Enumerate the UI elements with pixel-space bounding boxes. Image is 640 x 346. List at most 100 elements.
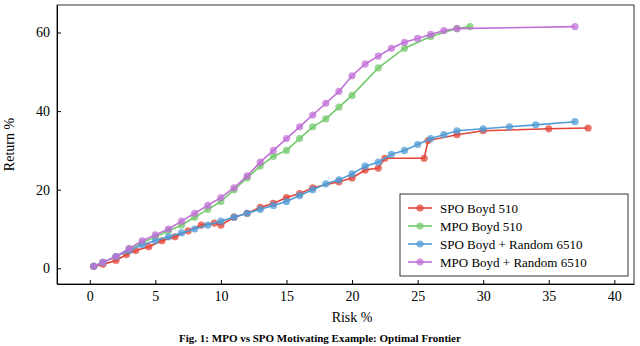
series-point: [322, 115, 329, 122]
series-point: [296, 123, 303, 130]
series-point: [270, 202, 277, 209]
series-point: [309, 123, 316, 130]
series-point: [244, 210, 251, 217]
y-tick-label: 60: [36, 25, 50, 40]
series-point: [204, 202, 211, 209]
series-point: [362, 163, 369, 170]
y-tick-mark: [57, 190, 61, 191]
series-point: [112, 253, 119, 260]
series-point: [296, 192, 303, 199]
x-tick-mark: [155, 280, 156, 284]
series-point: [112, 253, 119, 260]
series-point: [283, 198, 290, 205]
x-tick-mark: [221, 280, 222, 284]
series-point: [244, 210, 251, 217]
series-point: [178, 218, 185, 225]
series-point: [309, 111, 316, 118]
series-point: [191, 210, 198, 217]
series-point: [217, 218, 224, 225]
series-point: [453, 25, 460, 32]
x-axis-title: Risk %: [332, 310, 373, 325]
x-tick-label: 10: [214, 289, 228, 304]
y-tick-mark: [57, 33, 61, 34]
series-point: [440, 27, 447, 34]
series-point: [90, 263, 97, 270]
series-point: [230, 184, 237, 191]
x-tick-mark: [352, 280, 353, 284]
x-tick: 30: [477, 280, 491, 304]
series-point: [335, 104, 342, 111]
series-group: [90, 23, 592, 270]
x-tick: 35: [542, 280, 556, 304]
series-point: [506, 123, 513, 130]
series-point: [453, 25, 460, 32]
series-point: [421, 155, 428, 162]
series-point: [348, 92, 355, 99]
series-point: [217, 194, 224, 201]
series-point: [204, 221, 211, 228]
series-point: [440, 131, 447, 138]
legend-marker: [416, 258, 423, 265]
series-point: [283, 147, 290, 154]
x-axis-line: [58, 284, 635, 285]
y-tick: 40: [36, 104, 61, 119]
legend-label: MPO Boyd + Random 6510: [440, 255, 587, 270]
x-tick-label: 35: [542, 289, 556, 304]
x-tick-label: 5: [152, 289, 159, 304]
y-tick: 0: [43, 261, 61, 276]
series-point: [257, 159, 264, 166]
series-point: [453, 127, 460, 134]
series-point: [375, 52, 382, 59]
series-point: [401, 39, 408, 46]
y-tick-label: 20: [36, 183, 50, 198]
y-tick-label: 40: [36, 104, 50, 119]
x-tick-mark: [90, 280, 91, 284]
series-point: [244, 172, 251, 179]
legend-marker: [416, 240, 423, 247]
chart: 05101520253035400204060SPO Boyd 510MPO B…: [0, 0, 640, 346]
plot-frame: [57, 5, 634, 284]
series-point: [257, 206, 264, 213]
series-point: [230, 214, 237, 221]
series-point: [414, 141, 421, 148]
series-point: [230, 214, 237, 221]
series-point: [335, 176, 342, 183]
series-point: [414, 35, 421, 42]
series-point: [375, 64, 382, 71]
x-tick-mark: [418, 280, 419, 284]
series-point: [90, 263, 97, 270]
x-tick-mark: [286, 280, 287, 284]
series-point: [322, 180, 329, 187]
series-point: [348, 170, 355, 177]
series-point: [427, 135, 434, 142]
x-tick-mark: [614, 280, 615, 284]
x-tick-label: 20: [346, 289, 360, 304]
series-point: [532, 121, 539, 128]
x-tick: 15: [280, 280, 294, 304]
series-point: [388, 151, 395, 158]
series-point: [139, 237, 146, 244]
series-point: [309, 186, 316, 193]
y-axis-line: [57, 6, 58, 285]
x-tick-label: 30: [477, 289, 491, 304]
series-point: [90, 263, 97, 270]
x-tick-label: 0: [87, 289, 94, 304]
y-tick-mark: [57, 268, 61, 269]
series-point: [99, 259, 106, 266]
series-point: [375, 159, 382, 166]
y-axis-title: Return %: [2, 118, 17, 172]
x-tick: 5: [152, 280, 159, 304]
x-axis: 0510152025303540: [58, 280, 635, 304]
series-point: [545, 125, 552, 132]
series-point: [90, 263, 97, 270]
series-point: [571, 23, 578, 30]
series-line: [94, 27, 575, 267]
legend-label: SPO Boyd 510: [440, 201, 518, 216]
x-tick-label: 25: [411, 289, 425, 304]
series-point: [126, 245, 133, 252]
legend-marker: [416, 204, 423, 211]
series-point: [99, 259, 106, 266]
series-point: [165, 233, 172, 240]
x-tick-mark: [549, 280, 550, 284]
series-point: [427, 31, 434, 38]
